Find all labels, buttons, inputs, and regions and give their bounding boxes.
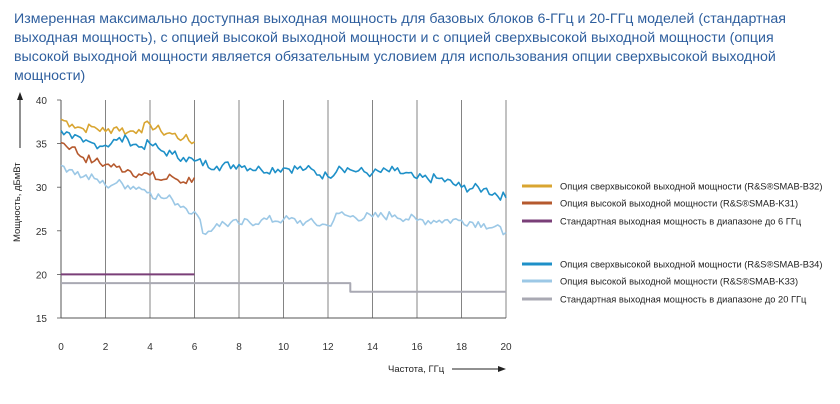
legend-label: Опция высокой выходной мощности (R&S®SMA… [560, 277, 798, 287]
x-axis-arrowhead [498, 366, 506, 372]
series-line-3 [60, 130, 507, 201]
x-tick-label: 0 [58, 342, 64, 353]
x-tick-label: 10 [278, 342, 290, 353]
series-line-5 [61, 282, 506, 293]
legend-label: Опция сверхвысокой выходной мощности (R&… [560, 260, 822, 270]
x-tick-label: 14 [367, 342, 379, 353]
y-tick-label: 20 [36, 270, 48, 281]
y-axis-arrowhead [17, 92, 23, 100]
legend-label: Стандартная выходная мощность в диапазон… [560, 217, 802, 227]
x-axis-label: Частота, ГГц [388, 364, 445, 375]
x-tick-label: 4 [147, 342, 153, 353]
x-tick-label: 8 [236, 342, 242, 353]
x-tick-label: 16 [411, 342, 423, 353]
series-lines [60, 118, 507, 293]
x-tick-label: 20 [500, 342, 512, 353]
y-tick-label: 25 [36, 227, 48, 238]
y-tick-label: 30 [36, 183, 48, 194]
y-axis-label: Мощность, дБмВт [12, 162, 23, 242]
y-tick-label: 35 [36, 140, 48, 151]
legend-label: Опция высокой выходной мощности (R&S®SMA… [560, 199, 798, 209]
legend: Опция сверхвысокой выходной мощности (R&… [522, 182, 822, 305]
x-tick-label: 12 [322, 342, 334, 353]
y-tick-labels: 15 20 25 30 35 40 [36, 96, 61, 325]
series-line-1 [60, 141, 196, 185]
series-line-4 [60, 164, 507, 236]
x-tick-label: 18 [456, 342, 468, 353]
series-line-0 [60, 118, 195, 145]
legend-label: Опция сверхвысокой выходной мощности (R&… [560, 182, 822, 192]
x-tick-label: 2 [103, 342, 109, 353]
y-tick-label: 40 [36, 96, 48, 107]
y-tick-label: 15 [36, 314, 48, 325]
chart-title: Измеренная максимально доступная выходна… [14, 11, 786, 84]
x-tick-label: 6 [192, 342, 198, 353]
axes [60, 100, 506, 319]
x-tick-labels: 0 2 4 6 8 10 12 14 16 18 20 [58, 342, 512, 353]
legend-label: Стандартная выходная мощность в диапазон… [560, 295, 807, 305]
grid-lines [105, 100, 507, 318]
